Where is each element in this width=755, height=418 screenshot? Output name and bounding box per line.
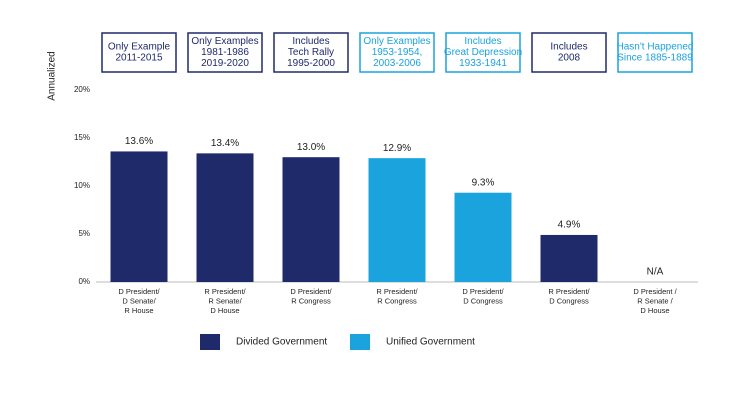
y-tick-label: 0% xyxy=(78,277,90,286)
annotation-box xyxy=(531,32,607,73)
annotation-text: 1995-2000 xyxy=(287,58,335,69)
legend-label: Unified Government xyxy=(386,337,475,348)
x-tick-label: D President/ xyxy=(290,287,332,296)
annotation-text: 2011-2015 xyxy=(115,53,163,64)
annotation-text: Tech Rally xyxy=(288,47,334,58)
annotation-text: Only Example xyxy=(108,42,171,53)
legend-label: Divided Government xyxy=(236,337,327,348)
value-label: N/A xyxy=(647,267,664,278)
x-tick-label: R President/ xyxy=(376,287,418,296)
x-tick-label: D Congress xyxy=(463,296,503,305)
annotation-text: Only Examples xyxy=(191,36,258,47)
annotation-text: Includes xyxy=(550,42,587,53)
bar xyxy=(110,151,168,282)
x-tick-label: R Congress xyxy=(291,296,331,305)
y-tick-label: 20% xyxy=(74,85,90,94)
annotation-text: 2008 xyxy=(558,53,581,64)
x-tick-label: D Congress xyxy=(549,296,589,305)
annotation-text: 2019-2020 xyxy=(201,58,249,69)
annotation-text: Includes xyxy=(292,36,329,47)
bar xyxy=(196,153,254,282)
bar xyxy=(368,158,426,282)
x-tick-label: D President/ xyxy=(462,287,504,296)
annotation-box xyxy=(617,32,693,73)
x-tick-label: D House xyxy=(640,306,669,315)
value-label: 13.0% xyxy=(297,142,325,153)
annotation-text: 1953-1954, xyxy=(372,47,423,58)
y-tick-label: 5% xyxy=(78,229,90,238)
annotation-text: Only Examples xyxy=(363,36,430,47)
x-tick-label: R Senate / xyxy=(637,296,673,305)
annotation-text: Great Depression xyxy=(444,47,522,58)
bar xyxy=(454,192,512,282)
legend-swatch xyxy=(200,334,220,350)
bar xyxy=(282,157,340,282)
annotation-box xyxy=(273,32,349,73)
x-tick-label: D President/ xyxy=(118,287,160,296)
y-tick-label: 10% xyxy=(74,181,90,190)
x-tick-label: D President / xyxy=(633,287,677,296)
annotation-box xyxy=(445,32,521,73)
y-axis-label: Annualized xyxy=(47,51,58,100)
value-label: 12.9% xyxy=(383,143,411,154)
annotation-text: 1981-1986 xyxy=(201,47,249,58)
annotation-text: 2003-2006 xyxy=(373,58,421,69)
x-tick-label: R President/ xyxy=(204,287,246,296)
x-tick-label: D House xyxy=(210,306,239,315)
x-tick-label: R President/ xyxy=(548,287,590,296)
annotation-box xyxy=(359,32,435,73)
annotation-text: Includes xyxy=(464,36,501,47)
value-label: 4.9% xyxy=(558,220,581,231)
value-label: 9.3% xyxy=(472,177,495,188)
legend-swatch xyxy=(350,334,370,350)
annotation-box xyxy=(187,32,263,73)
x-tick-label: R Senate/ xyxy=(208,296,242,305)
bar xyxy=(540,234,598,282)
x-tick-label: D Senate/ xyxy=(122,296,156,305)
value-label: 13.6% xyxy=(125,136,153,147)
x-tick-label: R Congress xyxy=(377,296,417,305)
annotation-box xyxy=(101,32,177,73)
y-tick-label: 15% xyxy=(74,133,90,142)
x-tick-label: R House xyxy=(124,306,153,315)
annotation-text: 1933-1941 xyxy=(459,58,507,69)
value-label: 13.4% xyxy=(211,138,239,149)
annotation-text: Since 1885-1889 xyxy=(617,53,693,64)
annotation-text: Hasn't Happened xyxy=(617,42,694,53)
